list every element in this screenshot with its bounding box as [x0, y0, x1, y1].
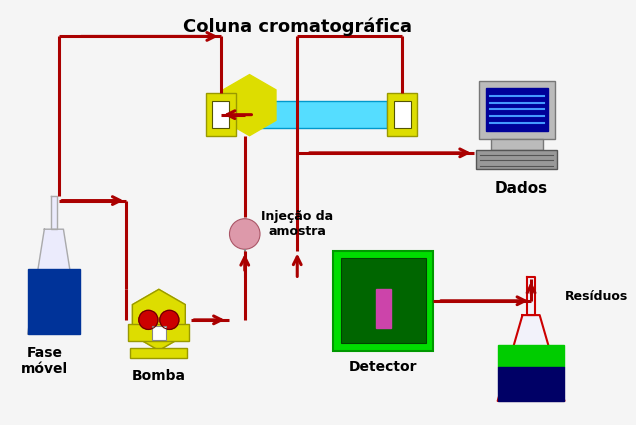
Bar	[236, 101, 387, 128]
Bar	[394, 101, 411, 128]
Bar	[205, 93, 236, 136]
Bar	[476, 150, 557, 169]
Bar	[341, 258, 425, 343]
Bar	[490, 139, 543, 150]
Text: Fase
móvel: Fase móvel	[21, 346, 68, 376]
Polygon shape	[27, 269, 80, 334]
Bar	[152, 326, 165, 340]
Bar	[478, 81, 555, 139]
Text: Detector: Detector	[349, 360, 417, 374]
Polygon shape	[223, 75, 276, 136]
Polygon shape	[132, 289, 185, 350]
Bar	[212, 101, 230, 128]
Text: Coluna cromatográfica: Coluna cromatográfica	[183, 17, 411, 36]
Circle shape	[160, 310, 179, 329]
Text: Dados: Dados	[495, 181, 548, 196]
Polygon shape	[527, 277, 535, 315]
Bar	[128, 324, 190, 341]
Bar	[333, 251, 433, 351]
Bar	[387, 93, 417, 136]
Text: Bomba: Bomba	[132, 369, 186, 383]
Bar	[375, 289, 391, 328]
Polygon shape	[132, 289, 185, 350]
Circle shape	[230, 219, 260, 249]
Text: Resíduos: Resíduos	[565, 289, 628, 303]
Polygon shape	[497, 315, 565, 401]
Bar	[486, 88, 548, 131]
Text: Injeção da
amostra: Injeção da amostra	[261, 210, 333, 238]
Polygon shape	[497, 367, 565, 401]
Circle shape	[139, 310, 158, 329]
Polygon shape	[27, 229, 80, 334]
Polygon shape	[497, 345, 565, 367]
Bar	[130, 348, 188, 358]
Polygon shape	[50, 196, 57, 229]
